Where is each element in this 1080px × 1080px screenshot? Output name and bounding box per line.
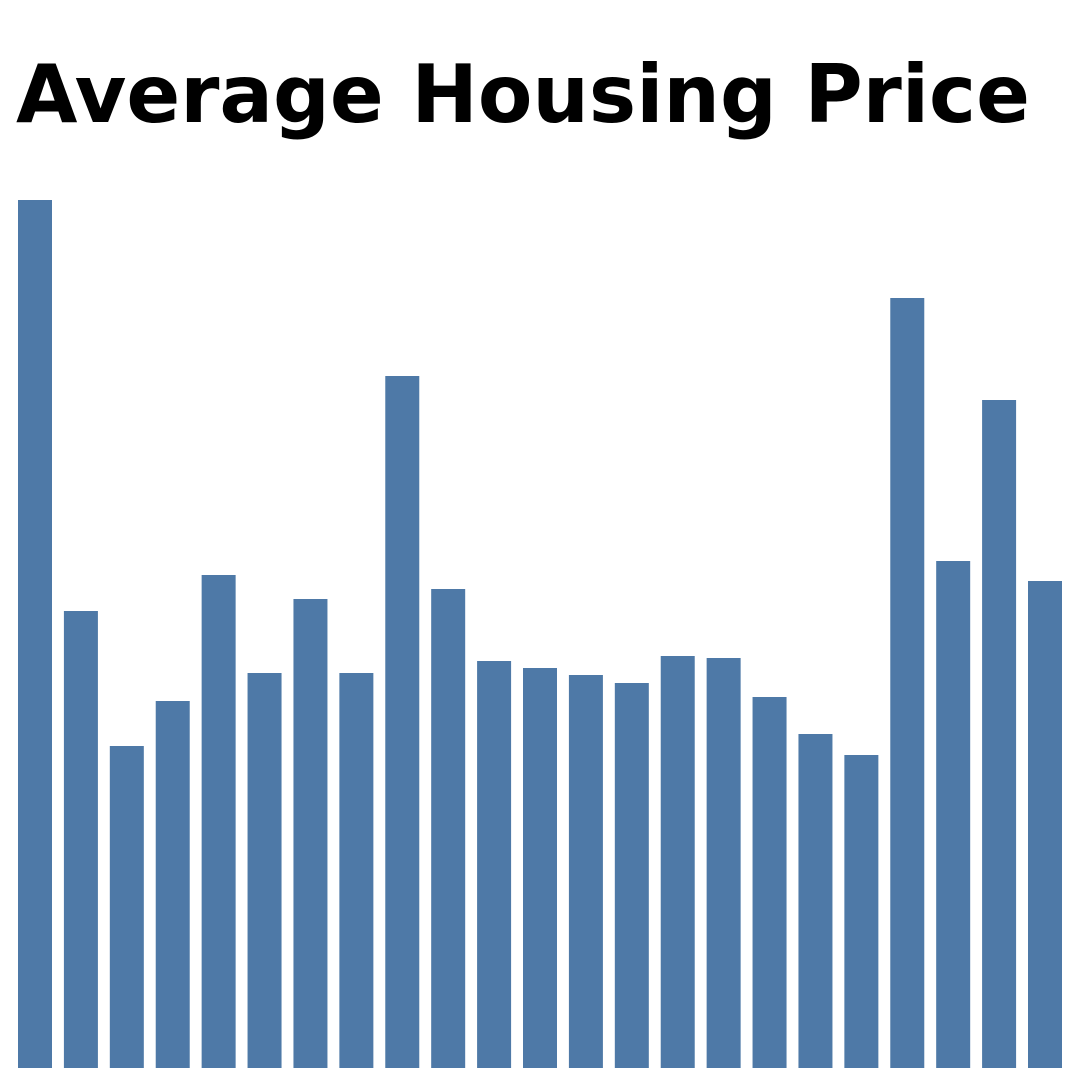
chart-title: Average Housing Price — [16, 48, 1030, 141]
bar — [660, 656, 695, 1068]
bar — [982, 400, 1017, 1068]
bar — [523, 668, 557, 1068]
bar — [568, 675, 603, 1068]
bar — [798, 734, 833, 1068]
bar — [293, 599, 328, 1068]
bar — [844, 755, 879, 1068]
bar — [614, 683, 649, 1068]
bar — [63, 611, 98, 1068]
bar — [431, 589, 466, 1068]
bar — [1028, 581, 1062, 1068]
bar — [890, 298, 925, 1068]
bar — [706, 658, 741, 1068]
bar — [339, 673, 374, 1068]
bar — [936, 561, 971, 1068]
bar — [385, 376, 420, 1068]
bar — [752, 697, 787, 1068]
bar — [247, 673, 282, 1068]
bar — [18, 200, 52, 1068]
bar — [201, 575, 236, 1068]
bar — [477, 661, 512, 1068]
bar — [155, 701, 190, 1068]
bar — [109, 746, 144, 1068]
